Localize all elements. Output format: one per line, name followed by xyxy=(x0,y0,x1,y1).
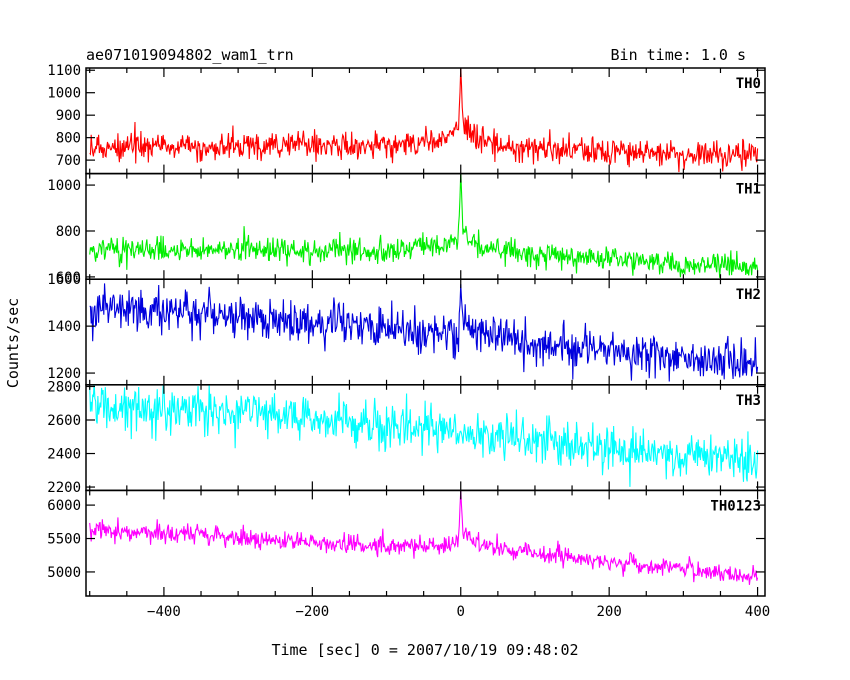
y-tick-label: 2600 xyxy=(47,413,81,429)
series-line-th1 xyxy=(89,173,759,278)
series-line-th0 xyxy=(89,68,759,173)
y-tick-label: 1100 xyxy=(47,63,81,79)
panel-frame xyxy=(85,67,766,175)
y-tick-label: 2400 xyxy=(47,447,81,463)
panel-th0123: 5000 5500 6000 TH0123 xyxy=(47,489,766,597)
y-axis-title: Counts/sec xyxy=(4,298,22,388)
x-tick-label: −400 xyxy=(147,604,181,620)
y-tick-label: 2800 xyxy=(47,379,81,395)
series-line-th0123 xyxy=(89,490,759,585)
panel-label-th0: TH0 xyxy=(736,76,761,92)
x-tick-label: 0 xyxy=(457,604,465,620)
panel-th1: 600 800 1000 TH1 xyxy=(47,172,766,286)
y-tick-label: 5500 xyxy=(47,532,81,548)
y-tick-label: 800 xyxy=(56,224,81,240)
series-line-th3 xyxy=(89,384,759,487)
panels-group: 700 800 900 1000 1100 TH0 600 800 1000 TH1 1200 140… xyxy=(47,63,770,620)
y-tick-label: 1000 xyxy=(47,178,81,194)
panel-th0: 700 800 900 1000 1100 TH0 xyxy=(47,63,766,175)
panel-label-th0123: TH0123 xyxy=(710,498,761,514)
y-tick-label: 1400 xyxy=(47,319,81,335)
panel-label-th2: TH2 xyxy=(736,287,761,303)
y-tick-label: 800 xyxy=(56,131,81,147)
panel-th3: 2200 2400 2600 2800 TH3 xyxy=(47,379,766,496)
y-tick-label: 1000 xyxy=(47,86,81,102)
x-tick-label: 400 xyxy=(745,604,770,620)
y-tick-label: 600 xyxy=(56,270,81,286)
x-tick-label: 200 xyxy=(597,604,622,620)
y-tick-label: 1600 xyxy=(47,272,81,288)
series-line-th2 xyxy=(89,283,759,382)
chart-title: ae071019094802_wam1_trn xyxy=(86,46,294,64)
y-tick-label: 900 xyxy=(56,108,81,124)
panel-label-th1: TH1 xyxy=(736,182,761,198)
panel-frame xyxy=(85,489,766,597)
x-axis-title: Time [sec] 0 = 2007/10/19 09:48:02 xyxy=(271,641,578,659)
x-tick-label: −200 xyxy=(295,604,329,620)
panel-label-th3: TH3 xyxy=(736,393,761,409)
y-tick-label: 5000 xyxy=(47,565,81,581)
y-tick-label: 1200 xyxy=(47,366,81,382)
y-tick-label: 2200 xyxy=(47,480,81,496)
panel-th2: 1200 1400 1600 TH2 xyxy=(47,272,766,386)
y-tick-label: 6000 xyxy=(47,498,81,514)
bin-time-label: Bin time: 1.0 s xyxy=(611,46,746,64)
y-tick-label: 700 xyxy=(56,153,81,169)
